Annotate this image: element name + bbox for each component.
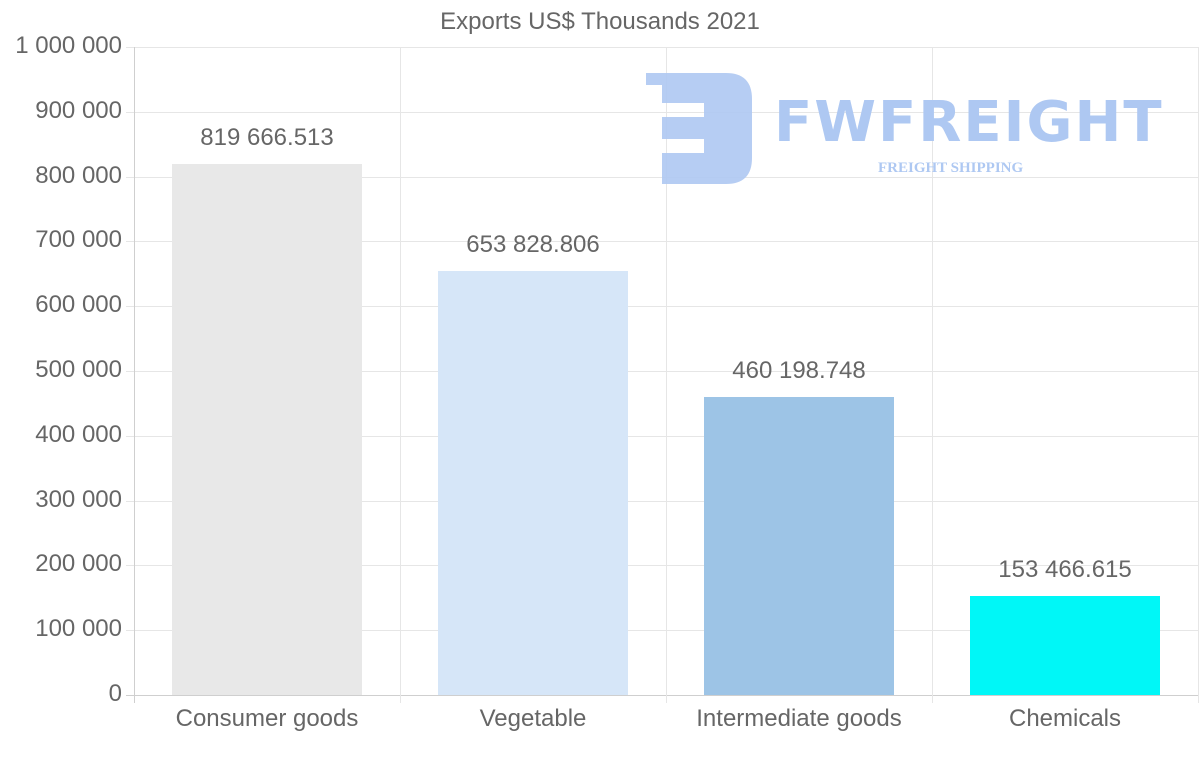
gridline-horizontal (126, 500, 1198, 502)
y-tick-label: 300 000 (35, 485, 122, 513)
gridline-horizontal (126, 630, 1198, 632)
y-tick-label: 800 000 (35, 161, 122, 189)
bar-value-label: 653 828.806 (466, 231, 600, 259)
gridline-vertical (1198, 47, 1199, 703)
gridline-horizontal (126, 111, 1198, 113)
y-tick-label: 900 000 (35, 96, 122, 124)
y-tick-label: 600 000 (35, 291, 122, 319)
x-tick-label: Intermediate goods (696, 705, 902, 732)
chart-title: Exports US$ Thousands 2021 (440, 8, 760, 35)
y-tick-label: 200 000 (35, 550, 122, 578)
gridline-vertical (666, 47, 667, 703)
bar-chemicals[interactable] (970, 595, 1160, 695)
gridline-vertical (134, 47, 135, 703)
plot-area: 819 666.513 653 828.806 460 198.748 153 466… (126, 47, 1199, 703)
bar-intermediate-goods[interactable] (704, 396, 894, 695)
x-tick-label: Consumer goods (175, 705, 359, 732)
bar-value-label: 460 198.748 (732, 356, 866, 384)
bar-consumer-goods[interactable] (172, 163, 362, 695)
gridline-horizontal (126, 241, 1198, 243)
gridline-horizontal (126, 435, 1198, 437)
gridline-horizontal (126, 565, 1198, 567)
y-tick-label: 500 000 (35, 356, 122, 383)
gridline-horizontal (126, 371, 1198, 372)
gridline-vertical (400, 47, 401, 703)
gridline-horizontal (126, 306, 1198, 308)
bar-value-label: 819 666.513 (200, 123, 334, 151)
y-tick-label: 100 000 (35, 615, 122, 643)
gridline-horizontal (126, 695, 1198, 696)
y-tick-label: 0 (108, 680, 122, 707)
gridline-vertical (932, 47, 933, 703)
y-tick-label: 400 000 (35, 420, 122, 448)
x-tick-label: Chemicals (1008, 705, 1122, 732)
bar-vegetable[interactable] (438, 271, 628, 695)
y-tick-label: 700 000 (35, 226, 122, 254)
x-tick-label: Vegetable (479, 705, 587, 732)
gridline-horizontal (126, 47, 1198, 48)
y-tick-label: 1 000 000 (15, 32, 122, 59)
bar-value-label: 153 466.615 (998, 555, 1132, 583)
